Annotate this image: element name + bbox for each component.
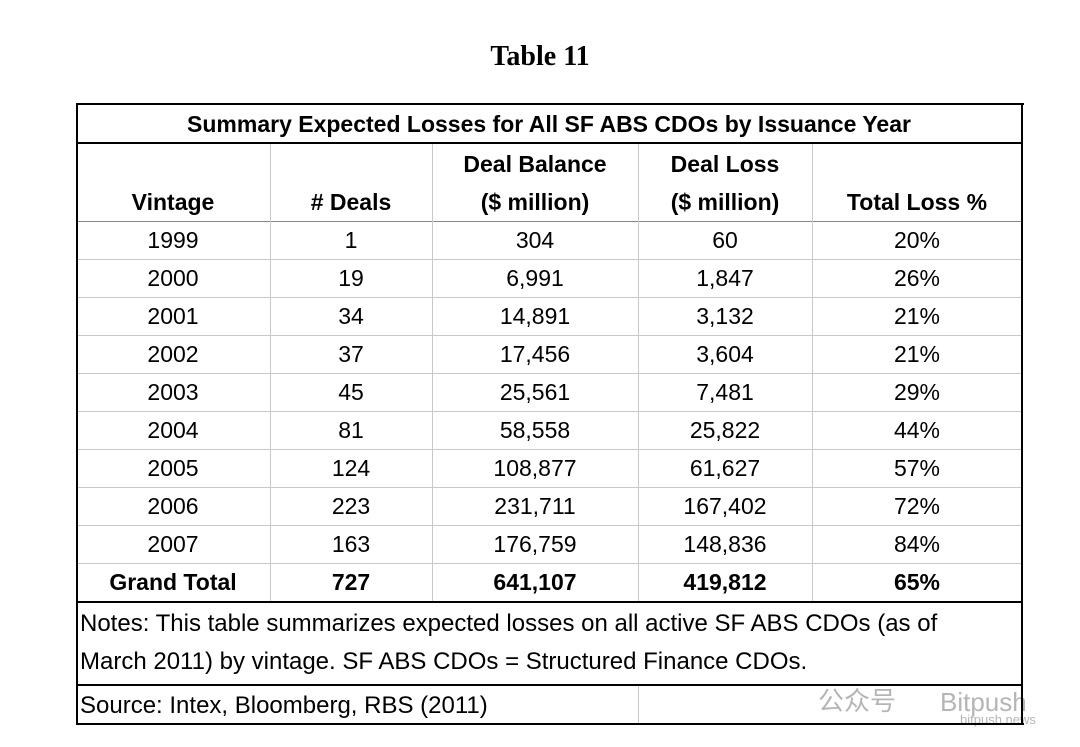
table-cell: 2006	[147, 493, 199, 519]
rule	[76, 373, 1022, 374]
rule	[76, 221, 1022, 222]
rule	[638, 685, 639, 724]
table-cell: 2000	[147, 265, 199, 291]
column-header: Vintage	[131, 189, 215, 215]
table-cell: 21%	[893, 341, 941, 367]
rule	[76, 297, 1022, 298]
table-cell: 61,627	[689, 455, 761, 481]
watermark: bitpush.news	[960, 712, 1036, 727]
table-cell: 163	[331, 531, 371, 557]
total-cell: 65%	[893, 569, 941, 595]
rule	[432, 143, 433, 601]
table-cell: 60	[712, 227, 738, 253]
table-caption: Summary Expected Losses for All SF ABS C…	[187, 111, 911, 137]
rule	[76, 487, 1022, 488]
table-cell: 58,558	[499, 417, 571, 443]
table-cell: 81	[338, 417, 364, 443]
total-cell: 641,107	[493, 569, 577, 595]
table-cell: 20%	[893, 227, 941, 253]
table-cell: 17,456	[499, 341, 571, 367]
table-cell: 84%	[893, 531, 941, 557]
table-cell: 1	[344, 227, 358, 253]
total-cell: 727	[331, 569, 371, 595]
rule	[76, 525, 1022, 526]
table-cell: 7,481	[696, 379, 754, 405]
table-cell: 1,847	[696, 265, 754, 291]
rule	[1021, 103, 1023, 725]
column-header: Total Loss %	[846, 189, 988, 215]
rule	[812, 143, 813, 601]
table-cell: 37	[338, 341, 364, 367]
column-header: ($ million)	[670, 189, 780, 215]
column-header: # Deals	[310, 189, 392, 215]
table-cell: 3,132	[696, 303, 754, 329]
table-cell: 57%	[893, 455, 941, 481]
rule	[76, 103, 1024, 105]
column-header: Deal Loss	[670, 151, 780, 177]
table-cell: 25,822	[689, 417, 761, 443]
table-cell: 2001	[147, 303, 199, 329]
table-cell: 176,759	[493, 531, 577, 557]
table-cell: 6,991	[506, 265, 564, 291]
rule	[76, 601, 1022, 603]
table-cell: 25,561	[499, 379, 571, 405]
title: Table 11	[490, 41, 590, 72]
table-cell: 26%	[893, 265, 941, 291]
table-cell: 223	[331, 493, 371, 519]
table-cell: 44%	[893, 417, 941, 443]
table-cell: 304	[515, 227, 555, 253]
table-cell: 2002	[147, 341, 199, 367]
rule	[76, 411, 1022, 412]
rule	[76, 563, 1022, 564]
table-cell: 124	[331, 455, 371, 481]
table-cell: 148,836	[683, 531, 767, 557]
source: Source: Intex, Bloomberg, RBS (2011)	[80, 692, 488, 719]
table-cell: 1999	[147, 227, 199, 253]
table-cell: 14,891	[499, 303, 571, 329]
table-cell: 2003	[147, 379, 199, 405]
column-header: ($ million)	[480, 189, 590, 215]
table-cell: 45	[338, 379, 364, 405]
table-cell: 167,402	[683, 493, 767, 519]
total-cell: 419,812	[683, 569, 767, 595]
rule	[270, 143, 271, 601]
column-header: Deal Balance	[463, 151, 607, 177]
rule	[638, 143, 639, 601]
notes: Notes: This table summarizes expected lo…	[80, 610, 938, 675]
table-cell: 34	[338, 303, 364, 329]
rule	[76, 142, 1022, 144]
rule	[76, 103, 78, 725]
table-cell: 108,877	[493, 455, 577, 481]
table-cell: 2005	[147, 455, 199, 481]
table-cell: 231,711	[494, 493, 576, 519]
table-cell: 2007	[147, 531, 199, 557]
total-cell: Grand Total	[109, 569, 237, 595]
watermark: 公众号	[818, 687, 897, 717]
table-cell: 21%	[893, 303, 941, 329]
table-cell: 19	[338, 265, 364, 291]
rule	[76, 335, 1022, 336]
rule	[76, 259, 1022, 260]
table-cell: 72%	[893, 493, 941, 519]
watermark: Bitpush	[940, 687, 1027, 717]
table-cell: 2004	[147, 417, 199, 443]
rule	[76, 723, 1024, 725]
rule	[76, 449, 1022, 450]
table-cell: 3,604	[696, 341, 754, 367]
rule	[76, 684, 1022, 686]
table-cell: 29%	[893, 379, 941, 405]
